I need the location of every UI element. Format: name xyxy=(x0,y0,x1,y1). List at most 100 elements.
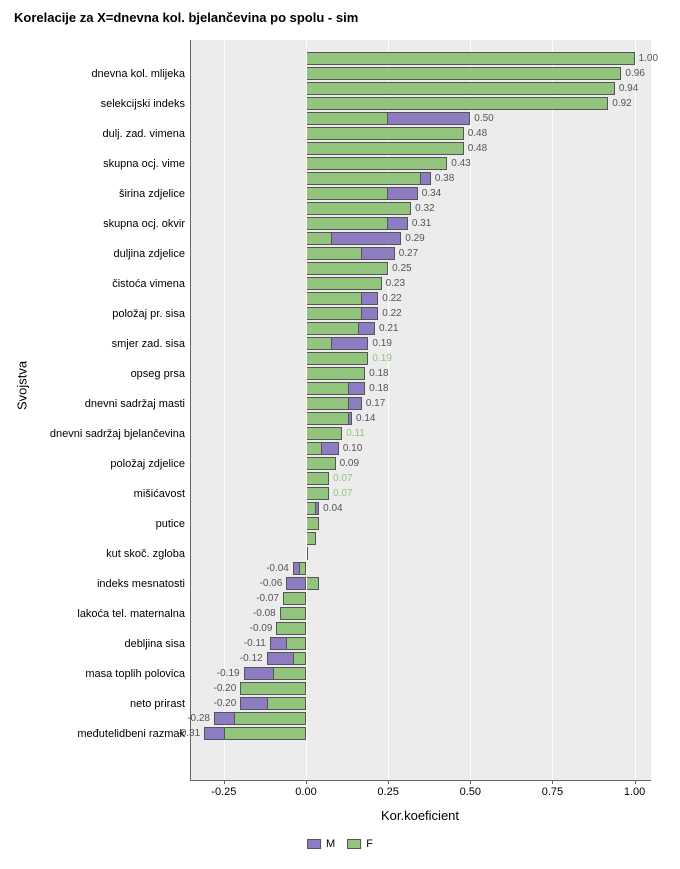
bar-value-label: -0.28 xyxy=(187,712,210,725)
bar-f xyxy=(306,412,349,425)
gridline xyxy=(635,40,636,780)
legend-swatch xyxy=(307,839,321,849)
bar-f xyxy=(306,382,349,395)
bar-f xyxy=(306,577,319,590)
bar-value-label: 1.00 xyxy=(639,52,658,65)
y-tick-label: dnevna kol. mlijeka xyxy=(91,67,185,81)
y-tick-label: položaj pr. sisa xyxy=(112,307,185,321)
bar-f xyxy=(273,667,306,680)
bar-f xyxy=(306,262,388,275)
x-tick-label: 0.75 xyxy=(542,786,563,798)
bar-f xyxy=(306,67,621,80)
x-tick xyxy=(635,780,636,784)
bar-f xyxy=(306,247,362,260)
x-axis-title: Kor.koeficient xyxy=(381,808,459,823)
bar-value-label: -0.11 xyxy=(244,637,266,650)
bar-value-label: 0.10 xyxy=(343,442,362,455)
bar-f xyxy=(234,712,306,725)
bar-value-label: -0.06 xyxy=(260,577,283,590)
bar-f xyxy=(306,322,359,335)
bar-value-label: 0.18 xyxy=(369,382,388,395)
y-axis-title-text: Svojstva xyxy=(15,361,30,410)
bar-value-label: 0.23 xyxy=(386,277,405,290)
y-tick-label: masa toplih polovica xyxy=(85,667,185,681)
bar-value-label: 0.07 xyxy=(333,487,352,500)
bar-f xyxy=(306,427,342,440)
x-tick-label: -0.25 xyxy=(211,786,236,798)
x-axis-title-text: Kor.koeficient xyxy=(381,808,459,823)
legend-label: M xyxy=(326,838,335,850)
y-tick-label: duljina zdjelice xyxy=(113,247,185,261)
bar-f xyxy=(293,652,306,665)
x-tick-label: 0.00 xyxy=(295,786,316,798)
bar-f xyxy=(306,202,411,215)
bar-value-label: 0.92 xyxy=(612,97,631,110)
y-tick-label: putice xyxy=(156,517,185,531)
x-tick xyxy=(306,780,307,784)
x-tick xyxy=(388,780,389,784)
y-tick-label: lakoća tel. maternalna xyxy=(77,607,185,621)
legend-swatch xyxy=(347,839,361,849)
bar-f xyxy=(306,52,635,65)
bar-f xyxy=(267,697,306,710)
bar-value-label: -0.08 xyxy=(253,607,276,620)
bar-value-label: -0.04 xyxy=(266,562,289,575)
chart-container: Korelacije za X=dnevna kol. bjelančevina… xyxy=(0,0,680,869)
bar-value-label: 0.14 xyxy=(356,412,375,425)
bar-value-label: 0.22 xyxy=(382,307,401,320)
bar-value-label: 0.96 xyxy=(625,67,644,80)
bar-f xyxy=(306,82,615,95)
bar-f xyxy=(306,442,322,455)
bar-f xyxy=(286,637,306,650)
y-tick-label: skupna ocj. okvir xyxy=(103,217,185,231)
bar-value-label: 0.07 xyxy=(333,472,352,485)
y-tick-label: debljina sisa xyxy=(124,637,185,651)
bar-value-label: -0.20 xyxy=(214,682,237,695)
bar-f xyxy=(306,352,368,365)
legend: MF xyxy=(307,838,373,850)
bar-f xyxy=(306,367,365,380)
y-tick-label: kut skoč. zgloba xyxy=(106,547,185,561)
bar-value-label: 0.11 xyxy=(346,427,365,440)
bar-value-label: -0.19 xyxy=(217,667,240,680)
bar-f xyxy=(306,517,319,530)
bar-value-label: 0.18 xyxy=(369,367,388,380)
bar-f xyxy=(306,157,447,170)
y-tick-label: smjer zad. sisa xyxy=(112,337,185,351)
y-tick-label: širina zdjelice xyxy=(119,187,185,201)
gridline xyxy=(552,40,553,780)
bar-value-label: -0.07 xyxy=(256,592,279,605)
x-tick xyxy=(552,780,553,784)
bar-f xyxy=(306,187,388,200)
bar-f xyxy=(306,142,464,155)
bar-f xyxy=(224,727,306,740)
bar-value-label: 0.19 xyxy=(372,352,391,365)
bar-f xyxy=(276,622,306,635)
bar-f xyxy=(306,307,362,320)
y-tick-label: indeks mesnatosti xyxy=(97,577,185,591)
plot-area: -0.250.000.250.500.751.001.000.96dnevna … xyxy=(190,40,651,781)
x-tick-label: 0.50 xyxy=(460,786,481,798)
bar-f xyxy=(299,562,306,575)
y-tick-label: dnevni sadržaj masti xyxy=(85,397,185,411)
bar-value-label: 0.48 xyxy=(468,142,487,155)
y-tick-label: položaj zdjelice xyxy=(110,457,185,471)
bar-m xyxy=(286,577,306,590)
y-tick-label: međutelidbeni razmak xyxy=(77,727,185,741)
bar-f xyxy=(306,172,421,185)
x-tick xyxy=(224,780,225,784)
chart-title: Korelacije za X=dnevna kol. bjelančevina… xyxy=(14,10,358,25)
bar-value-label: 0.38 xyxy=(435,172,454,185)
y-tick-label: dnevni sadržaj bjelančevina xyxy=(50,427,185,441)
bar-f xyxy=(306,472,329,485)
bar-value-label: 0.48 xyxy=(468,127,487,140)
bar-value-label: -0.12 xyxy=(240,652,263,665)
bar-value-label: 0.04 xyxy=(323,502,342,515)
bar-value-label: 0.31 xyxy=(412,217,431,230)
bar-f xyxy=(306,457,336,470)
bar-f xyxy=(306,232,332,245)
bar-value-label: 0.34 xyxy=(422,187,441,200)
y-tick-label: neto prirast xyxy=(130,697,185,711)
bar-f xyxy=(306,277,382,290)
bar-f xyxy=(306,97,608,110)
